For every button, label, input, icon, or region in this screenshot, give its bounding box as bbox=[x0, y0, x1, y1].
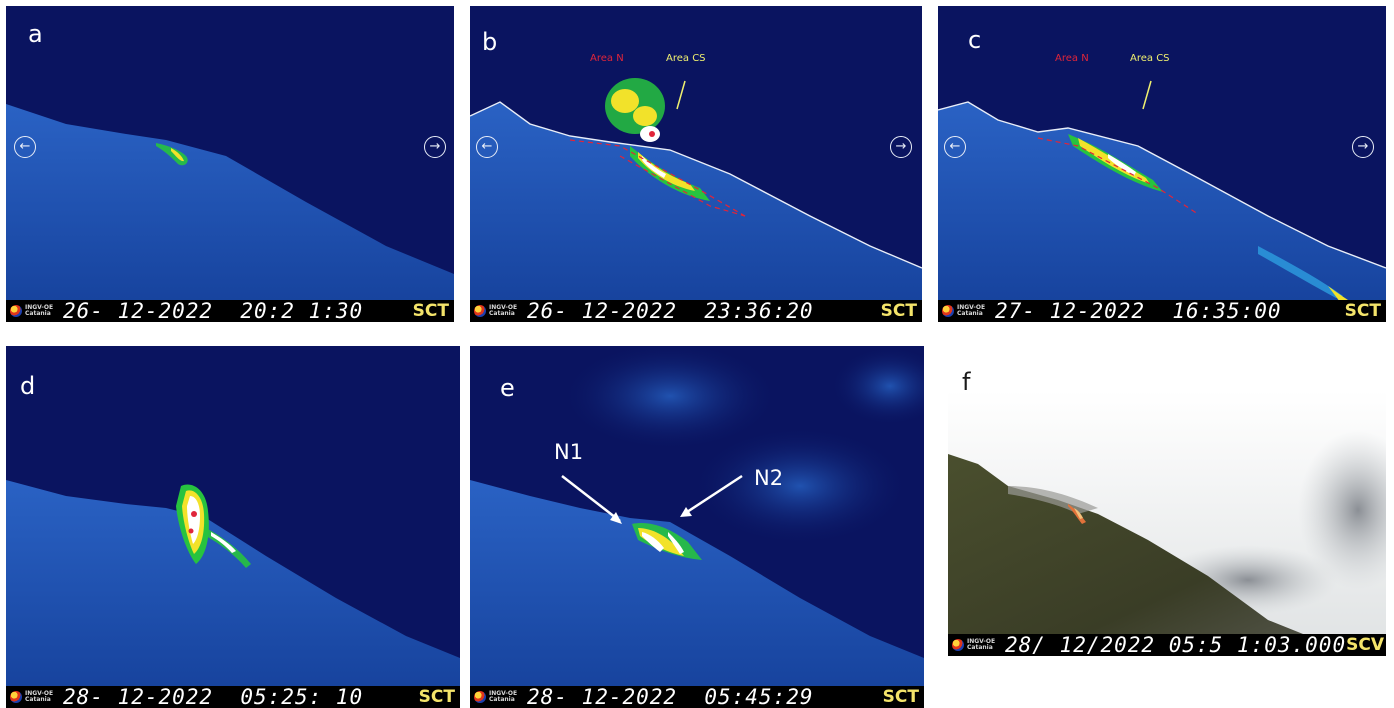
date: 28/ 12/2022 bbox=[1005, 633, 1156, 656]
area-cs-label: Area CS bbox=[666, 53, 706, 64]
thermal-image bbox=[6, 480, 460, 708]
area-cs-label: Area CS bbox=[1130, 53, 1170, 64]
n2-label: N2 bbox=[754, 466, 784, 490]
timestamp: 27- 12-2022 16:35:00 bbox=[995, 299, 1345, 322]
timestamp: 28/ 12/2022 05:5 1:03.000 bbox=[1005, 633, 1346, 656]
date: 27- 12-2022 bbox=[995, 299, 1146, 322]
ingv-logo-icon bbox=[474, 305, 486, 317]
time: 05:45:29 bbox=[704, 685, 814, 708]
panel-letter: b bbox=[482, 28, 498, 56]
arrow-left-circle-icon[interactable]: ← bbox=[476, 136, 498, 158]
timestamp: 28- 12-2022 05:25: 10 bbox=[63, 685, 419, 708]
camera-code: SCT bbox=[412, 301, 449, 321]
timestamp-bar: INGV-OE Catania 28- 12-2022 05:25: 10 SC… bbox=[6, 685, 460, 708]
institution-label: INGV-OE Catania bbox=[489, 690, 518, 703]
timestamp: 28- 12-2022 05:45:29 bbox=[527, 685, 883, 708]
panel-letter: f bbox=[962, 368, 971, 396]
thermal-panel-c: c Area N Area CS ← → INGV-OE Catania 27-… bbox=[938, 6, 1386, 322]
thermal-panel-a: a ← → INGV-OE Catania 26- 12-2022 20:2 1… bbox=[6, 6, 454, 322]
timestamp-bar: INGV-OE Catania 28/ 12/2022 05:5 1:03.00… bbox=[948, 633, 1386, 656]
timestamp-bar: INGV-OE Catania 26- 12-2022 23:36:20 SCT bbox=[470, 299, 922, 322]
panel-letter: a bbox=[28, 20, 43, 48]
institution-label: INGV-OE Catania bbox=[489, 304, 518, 317]
timestamp: 26- 12-2022 20:2 1:30 bbox=[63, 299, 413, 322]
camera-code: SCT bbox=[880, 301, 917, 321]
time: 16:35:00 bbox=[1172, 299, 1282, 322]
arrow-right-circle-icon[interactable]: → bbox=[424, 136, 446, 158]
timestamp: 26- 12-2022 23:36:20 bbox=[527, 299, 881, 322]
time: 23:36:20 bbox=[704, 299, 814, 322]
ingv-logo-icon bbox=[474, 691, 486, 703]
institution-label: INGV-OE Catania bbox=[957, 304, 986, 317]
date: 28- 12-2022 bbox=[527, 685, 678, 708]
camera-code: SCT bbox=[882, 687, 919, 707]
institution-label: INGV-OE Catania bbox=[25, 690, 54, 703]
arrow-right-circle-icon[interactable]: → bbox=[890, 136, 912, 158]
visible-image bbox=[948, 390, 1386, 656]
ingv-logo-icon bbox=[10, 691, 22, 703]
thermal-image bbox=[6, 104, 454, 322]
panel-letter: e bbox=[500, 374, 515, 402]
arrow-left-circle-icon[interactable]: ← bbox=[14, 136, 36, 158]
ingv-logo-icon bbox=[952, 639, 964, 651]
timestamp-bar: INGV-OE Catania 28- 12-2022 05:45:29 SCT bbox=[470, 685, 924, 708]
visible-panel-f: INGV-OE Catania 28/ 12/2022 05:5 1:03.00… bbox=[948, 390, 1386, 656]
institution-label: INGV-OE Catania bbox=[967, 638, 996, 651]
ingv-logo-icon bbox=[10, 305, 22, 317]
thermal-image bbox=[938, 80, 1386, 322]
panel-letter: c bbox=[968, 26, 982, 54]
ingv-logo-icon bbox=[942, 305, 954, 317]
time: 05:25: 10 bbox=[240, 685, 364, 708]
arrow-left-circle-icon[interactable]: ← bbox=[944, 136, 966, 158]
thermal-image bbox=[470, 78, 922, 322]
camera-code: SCV bbox=[1346, 635, 1384, 655]
area-n-label: Area N bbox=[590, 53, 624, 64]
n1-label: N1 bbox=[554, 440, 584, 464]
date: 28- 12-2022 bbox=[63, 685, 214, 708]
timestamp-bar: INGV-OE Catania 27- 12-2022 16:35:00 SCT bbox=[938, 299, 1386, 322]
thermal-panel-b: b Area N Area CS ← → INGV-OE Catania 26-… bbox=[470, 6, 922, 322]
institution-label: INGV-OE Catania bbox=[25, 304, 54, 317]
time: 05:5 1:03.000 bbox=[1168, 633, 1347, 656]
camera-code: SCT bbox=[418, 687, 455, 707]
date: 26- 12-2022 bbox=[63, 299, 214, 322]
timestamp-bar: INGV-OE Catania 26- 12-2022 20:2 1:30 SC… bbox=[6, 299, 454, 322]
thermal-image bbox=[470, 346, 924, 708]
camera-code: SCT bbox=[1344, 301, 1381, 321]
date: 26- 12-2022 bbox=[527, 299, 678, 322]
thermal-panel-d: d INGV-OE Catania 28- 12-2022 05:25: 10 … bbox=[6, 346, 460, 708]
panel-letter: d bbox=[20, 372, 36, 400]
thermal-panel-e: e N1 N2 INGV-OE Catania 28- 12-2022 05:4… bbox=[470, 346, 924, 708]
arrow-right-circle-icon[interactable]: → bbox=[1352, 136, 1374, 158]
area-n-label: Area N bbox=[1055, 53, 1089, 64]
time: 20:2 1:30 bbox=[240, 299, 364, 322]
